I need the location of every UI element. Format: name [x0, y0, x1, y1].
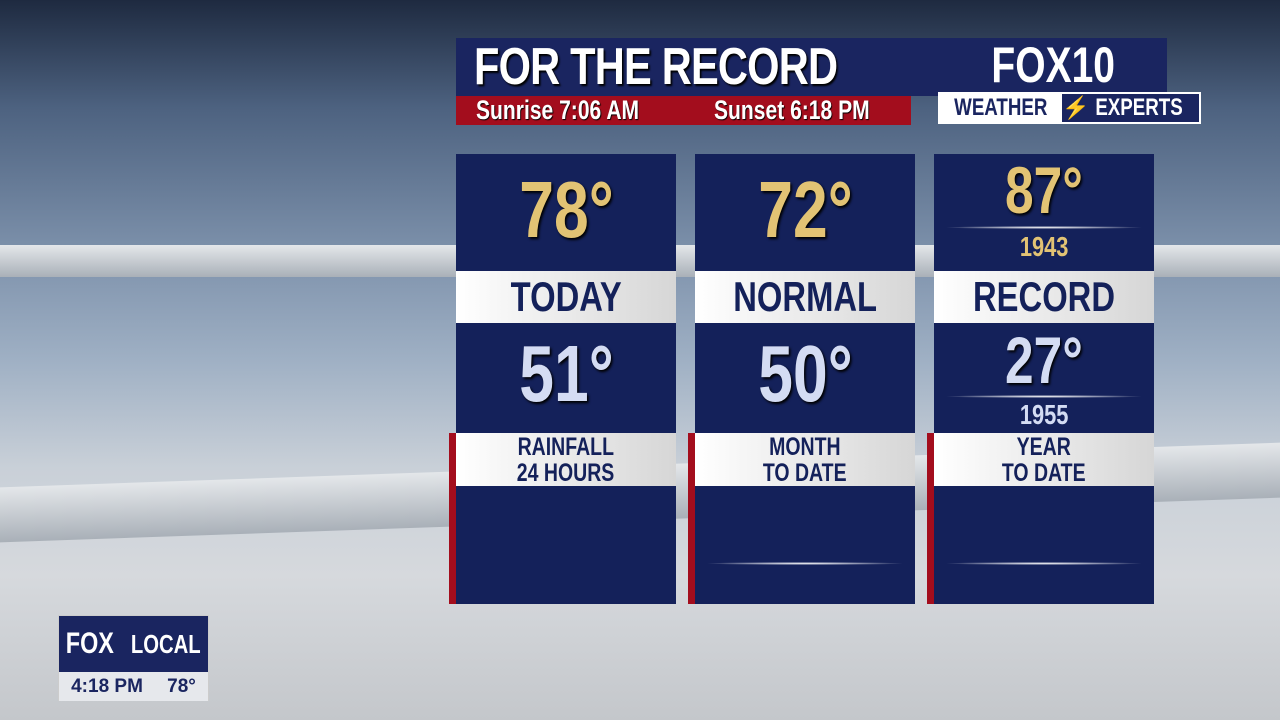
fox-local-bug: FOX LOCAL 4:18 PM 78°: [58, 615, 209, 701]
high-temp-value: 87°: [1005, 153, 1083, 227]
year-text: 1943: [1019, 231, 1069, 262]
fox10-logo: FOX10: [940, 38, 1167, 92]
column-normal: 72° NORMAL 50° MONTH TO DATE: [688, 154, 915, 604]
bug-info: 4:18 PM 78°: [59, 672, 208, 701]
divider: [944, 226, 1144, 229]
logo-weather-text: WEATHER: [954, 94, 1048, 121]
page-title: FOR THE RECORD: [474, 38, 838, 96]
sunset-time: Sunset 6:18 PM: [714, 95, 870, 125]
column-today: 78° TODAY 51° RAINFALL 24 HOURS: [449, 154, 676, 604]
column-label: TODAY: [456, 271, 676, 323]
divider: [705, 562, 905, 565]
low-temp-value: 51°: [518, 329, 614, 418]
brand-b: LOCAL: [130, 629, 201, 659]
high-temp: 72°: [695, 168, 915, 252]
label-text: RECORD: [973, 273, 1115, 320]
low-temp: 51°: [456, 332, 676, 416]
high-temp-value: 72°: [757, 165, 853, 254]
sun-times-strip: [456, 96, 911, 125]
footer-line: 24 HOURS: [517, 459, 615, 487]
lightning-icon: ⚡: [1062, 95, 1090, 120]
low-record-year: 1955: [934, 400, 1154, 430]
logo-experts: EXPERTS: [1080, 94, 1199, 122]
high-temp-value: 78°: [518, 165, 614, 254]
divider: [944, 395, 1144, 398]
footer-label: RAINFALL 24 HOURS: [456, 433, 676, 486]
footer-line: RAINFALL: [517, 433, 615, 461]
accent-bar: [927, 433, 934, 604]
year-text: 1955: [1019, 399, 1069, 430]
accent-bar: [449, 433, 456, 604]
footer-line: TO DATE: [1002, 459, 1086, 487]
footer-line: TO DATE: [763, 459, 847, 487]
logo-weather: WEATHER: [940, 94, 1062, 122]
weather-experts-logo: WEATHER ⚡ EXPERTS: [938, 92, 1201, 124]
column-record: 87° 1943 RECORD 27° 1955 YEAR TO DATE: [927, 154, 1154, 604]
label-text: NORMAL: [733, 273, 877, 320]
accent-bar: [688, 433, 695, 604]
column-label: NORMAL: [695, 271, 915, 323]
high-temp: 87°: [934, 156, 1154, 224]
fox-local-logo: FOX LOCAL: [59, 616, 208, 672]
label-text: TODAY: [510, 273, 622, 320]
high-record-year: 1943: [934, 232, 1154, 262]
low-temp-value: 50°: [757, 329, 853, 418]
footer-label: YEAR TO DATE: [934, 433, 1154, 486]
low-temp-value: 27°: [1005, 323, 1083, 397]
footer-line: MONTH: [769, 433, 841, 461]
logo-experts-text: EXPERTS: [1095, 94, 1184, 121]
logo-text: FOX10: [991, 37, 1116, 93]
low-temp: 27°: [934, 326, 1154, 394]
footer-line: YEAR: [1016, 433, 1072, 461]
low-temp: 50°: [695, 332, 915, 416]
high-temp: 78°: [456, 168, 676, 252]
footer-label: MONTH TO DATE: [695, 433, 915, 486]
current-temp: 78°: [167, 676, 196, 697]
sunrise-time: Sunrise 7:06 AM: [476, 95, 640, 125]
column-label: RECORD: [934, 271, 1154, 323]
current-time: 4:18 PM: [71, 676, 143, 697]
header-panel: [456, 38, 940, 96]
divider: [944, 562, 1144, 565]
brand-a: FOX: [65, 627, 114, 660]
